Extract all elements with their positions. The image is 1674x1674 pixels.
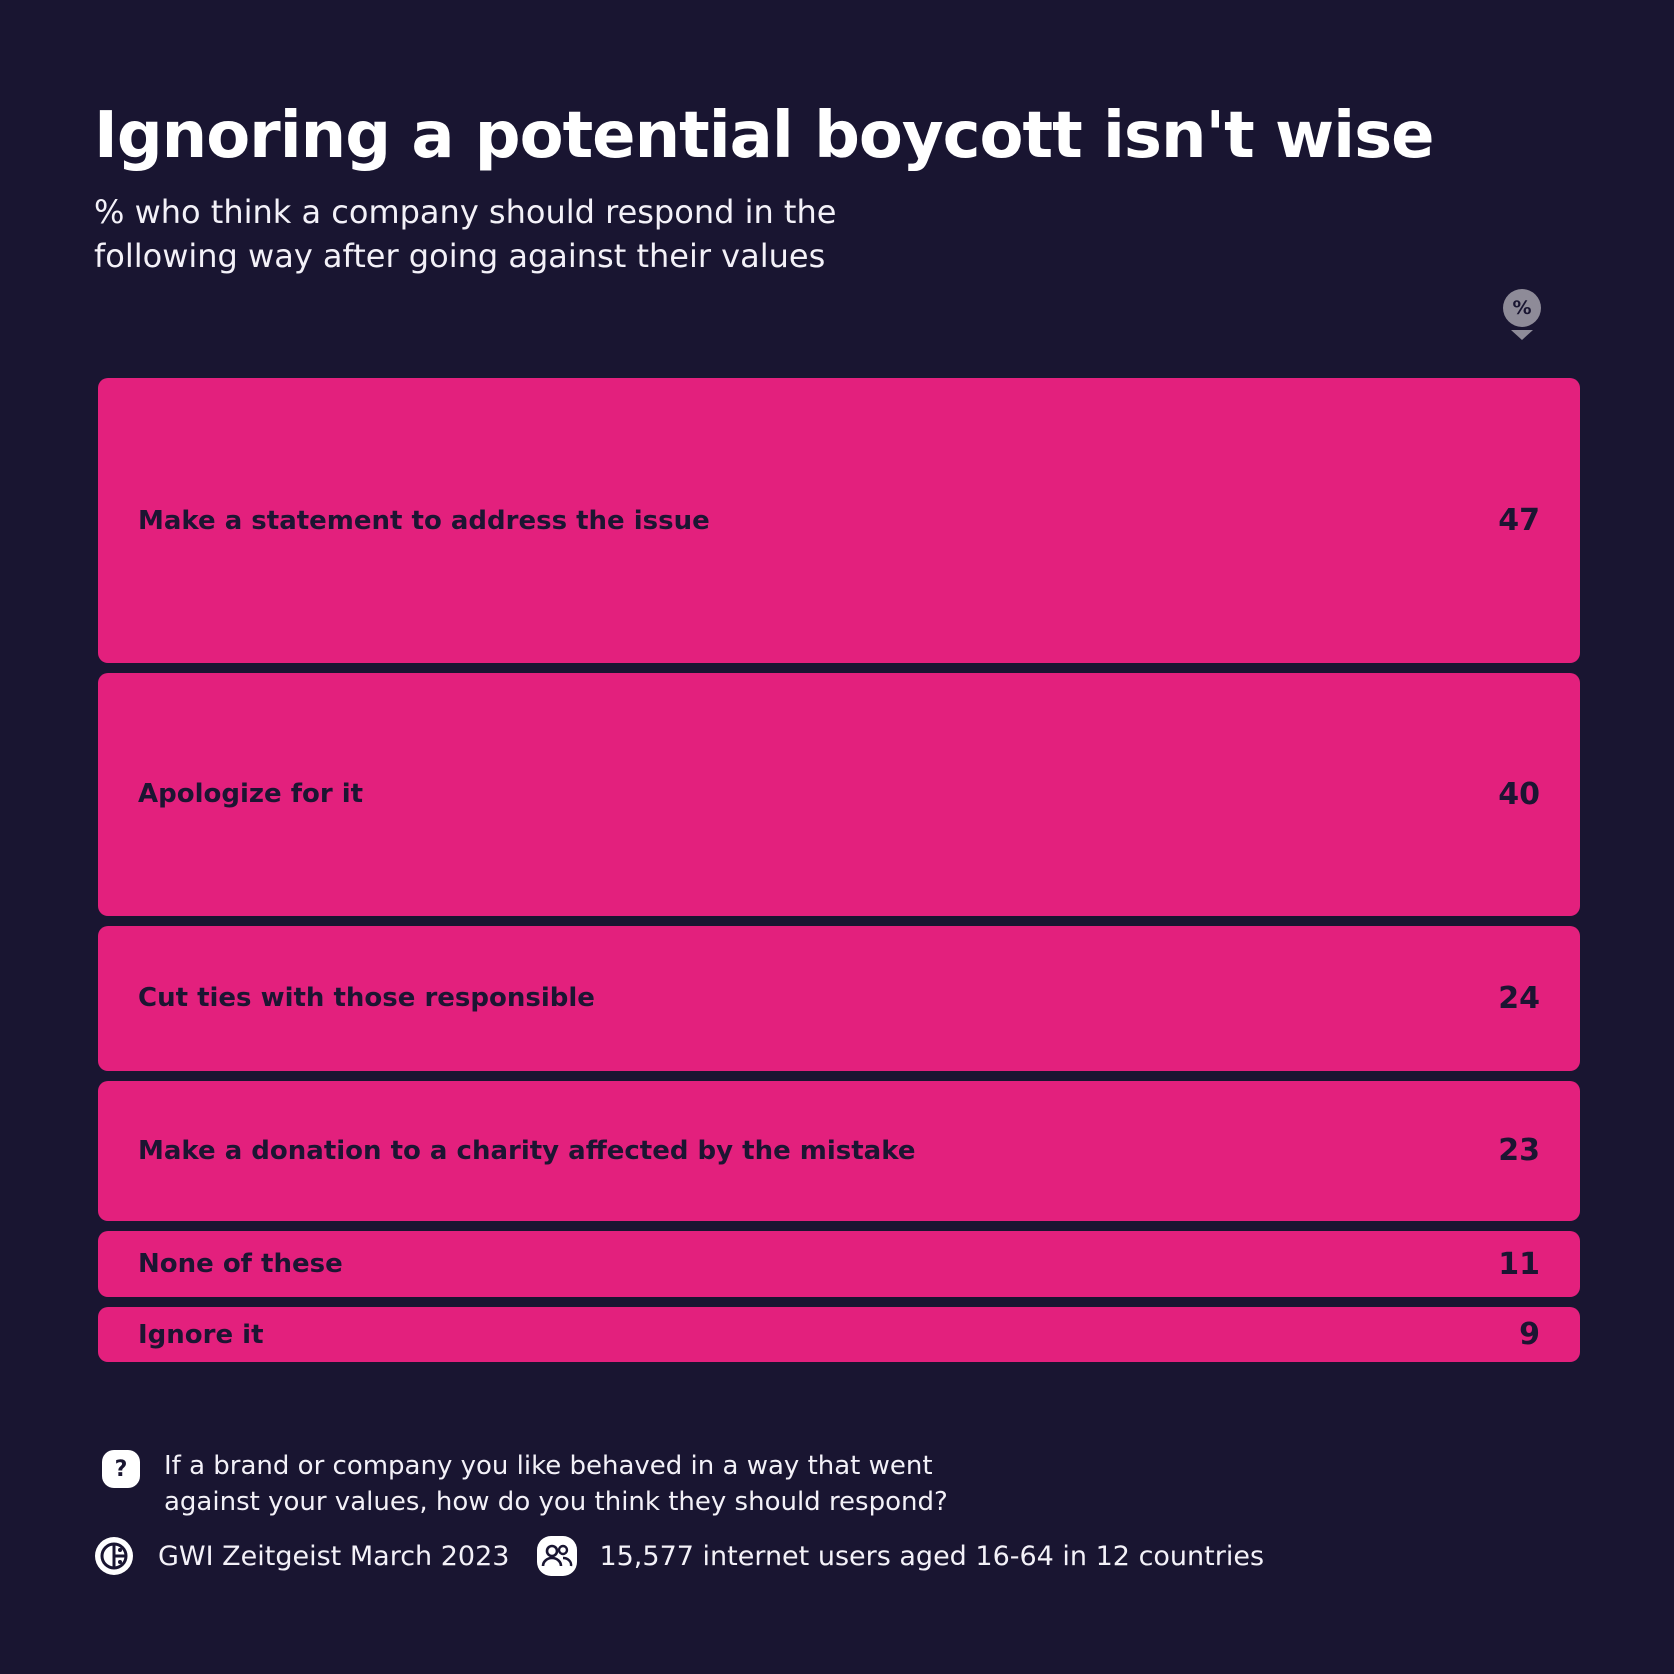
bar-value-label: 47 [1498, 503, 1540, 539]
bar: Ignore it 9 [98, 1307, 1580, 1362]
bar-label: Apologize for it [138, 779, 364, 810]
bar-label: Make a statement to address the issue [138, 505, 710, 536]
chart-title: Ignoring a potential boycott isn't wise [94, 99, 1435, 173]
bar: Cut ties with those responsible 24 [98, 925, 1580, 1072]
source-text: GWI Zeitgeist March 2023 [158, 1540, 510, 1572]
bar-label: None of these [138, 1249, 343, 1280]
unit-badge-pointer-icon [1511, 330, 1533, 340]
bar-value-label: 11 [1498, 1246, 1540, 1282]
bar-label: Ignore it [138, 1319, 264, 1350]
bar-label: Cut ties with those responsible [138, 983, 595, 1014]
source-info: GWI Zeitgeist March 2023 15,577 internet… [94, 1536, 1264, 1576]
bar-value-label: 24 [1498, 980, 1540, 1016]
survey-question-text: If a brand or company you like behaved i… [164, 1451, 948, 1517]
gwi-logo-icon [95, 1537, 133, 1575]
question-icon: ? [102, 1450, 140, 1488]
bar-value-label: 23 [1498, 1133, 1540, 1169]
sample-text: 15,577 internet users aged 16-64 in 12 c… [599, 1540, 1265, 1572]
bar: Make a statement to address the issue 47 [98, 378, 1580, 664]
bar-chart: Make a statement to address the issue 47 A… [98, 0, 1580, 1674]
survey-question: ? If a brand or company you like behaved… [102, 1448, 984, 1520]
chart-subtitle: % who think a company should respond in … [94, 193, 837, 275]
bar: Make a donation to a charity affected by… [98, 1081, 1580, 1221]
bar-value-label: 40 [1498, 776, 1540, 812]
bar-label: Make a donation to a charity affected by… [138, 1135, 916, 1166]
bar-value-label: 9 [1519, 1317, 1540, 1353]
users-icon [537, 1536, 578, 1576]
bar: None of these 11 [98, 1230, 1580, 1298]
percent-unit-badge: % [1503, 289, 1541, 327]
bar: Apologize for it 40 [98, 673, 1580, 916]
